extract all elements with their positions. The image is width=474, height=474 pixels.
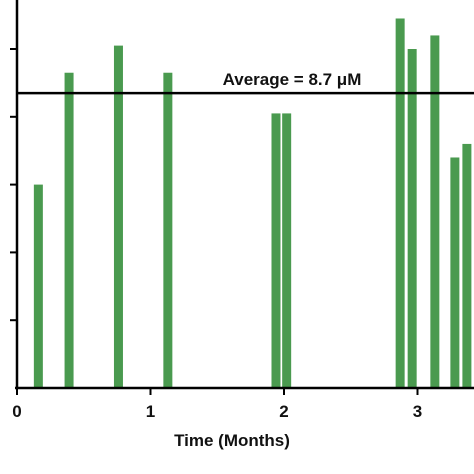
bar [33, 184, 43, 388]
bar [450, 157, 460, 388]
bar [64, 72, 74, 388]
x-tick-label: 0 [12, 402, 21, 421]
ticks-layer: 0 1 2 3 [10, 48, 422, 421]
bar [407, 49, 417, 388]
bar [462, 143, 472, 388]
bar [163, 72, 173, 388]
x-tick-label: 1 [146, 402, 155, 421]
bar [282, 113, 292, 388]
average-label: Average = 8.7 μM [223, 70, 362, 89]
bar [430, 35, 440, 388]
bar [395, 18, 405, 389]
x-tick-label: 2 [279, 402, 288, 421]
bar [113, 45, 123, 389]
x-tick-label: 3 [413, 402, 422, 421]
bar [271, 113, 281, 388]
bars-layer [33, 18, 472, 389]
x-axis-title: Time (Months) [174, 431, 290, 450]
